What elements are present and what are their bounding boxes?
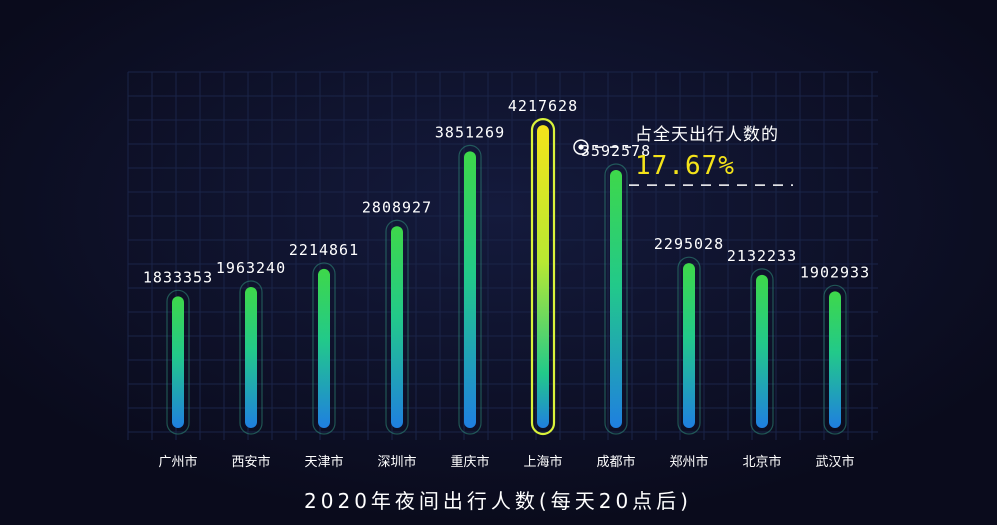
bar-outline bbox=[166, 289, 190, 435]
bar bbox=[537, 125, 549, 428]
bar-value-label: 2132233 bbox=[727, 247, 797, 265]
bar-outline bbox=[385, 219, 409, 435]
x-tick-label: 天津市 bbox=[304, 454, 343, 470]
annotation-marker-ring bbox=[573, 139, 589, 155]
bar-value-label: 1833353 bbox=[143, 268, 213, 286]
bar bbox=[172, 296, 184, 428]
x-axis-tick-labels: 广州市 西安市 天津市 深圳市 重庆市 上海市 成都市 郑州市 北京市 武汉市 bbox=[158, 454, 854, 470]
x-tick-label: 郑州市 bbox=[669, 454, 708, 470]
annotation: 占全天出行人数的 17.67% bbox=[573, 125, 793, 186]
bar-value-label: 1902933 bbox=[800, 263, 870, 281]
x-tick-label: 成都市 bbox=[596, 454, 635, 470]
x-tick-label: 深圳市 bbox=[377, 454, 416, 470]
bar-outline bbox=[530, 117, 556, 436]
bar-value-label: 2295028 bbox=[654, 235, 724, 253]
x-tick-label: 西安市 bbox=[231, 454, 270, 470]
bar-outline bbox=[823, 284, 847, 435]
bar bbox=[610, 169, 622, 428]
bar bbox=[756, 274, 768, 428]
bar bbox=[683, 263, 695, 428]
bar bbox=[318, 268, 330, 428]
annotation-marker-dot bbox=[578, 144, 584, 150]
bar-outline bbox=[458, 144, 482, 435]
x-tick-label: 武汉市 bbox=[815, 454, 854, 470]
bar-outline bbox=[604, 163, 628, 435]
grid bbox=[127, 71, 878, 440]
bar-outline bbox=[312, 262, 336, 435]
bar bbox=[245, 287, 257, 428]
x-tick-label: 北京市 bbox=[742, 454, 781, 470]
x-tick-label: 重庆市 bbox=[450, 454, 489, 470]
x-tick-label: 上海市 bbox=[523, 454, 562, 470]
chart-title: 2020年夜间出行人数(每天20点后) bbox=[304, 489, 692, 513]
bar bbox=[829, 291, 841, 428]
bar-outline bbox=[677, 256, 701, 435]
x-tick-label: 广州市 bbox=[158, 454, 197, 470]
bar-value-label: 3851269 bbox=[435, 123, 505, 141]
bar-outline bbox=[239, 280, 263, 435]
bar-value-label: 2808927 bbox=[362, 198, 432, 216]
bar bbox=[391, 226, 403, 428]
bar-outline bbox=[750, 268, 774, 435]
bar-value-label: 1963240 bbox=[216, 259, 286, 277]
bar-value-label: 2214861 bbox=[289, 241, 359, 259]
annotation-value: 17.67% bbox=[635, 151, 735, 181]
annotation-text: 占全天出行人数的 bbox=[635, 125, 779, 145]
bar bbox=[464, 151, 476, 428]
bars bbox=[166, 117, 847, 436]
bar-value-label: 4217628 bbox=[508, 97, 578, 115]
